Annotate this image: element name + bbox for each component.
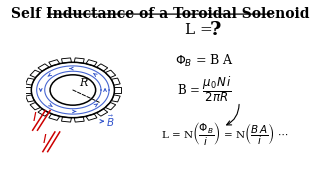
Text: L = N$\left(\dfrac{\Phi_B}{i}\right)$ = N$\left(\dfrac{B\,A}{i}\right)$ $\cdots$: L = N$\left(\dfrac{\Phi_B}{i}\right)$ = … xyxy=(161,120,289,147)
Text: $\Phi_B$ = B A: $\Phi_B$ = B A xyxy=(175,53,234,69)
Text: B = $\dfrac{\mu_0 N\, i}{2\pi R}$: B = $\dfrac{\mu_0 N\, i}{2\pi R}$ xyxy=(177,74,232,104)
Text: ?: ? xyxy=(210,21,221,39)
Text: Self Inductance of a Toroidal Solenoid: Self Inductance of a Toroidal Solenoid xyxy=(11,7,309,21)
Text: $\vec{B}$: $\vec{B}$ xyxy=(106,114,114,129)
Text: L =: L = xyxy=(186,23,218,37)
Text: R: R xyxy=(80,78,88,88)
Text: $I$: $I$ xyxy=(32,111,37,124)
Text: $I$: $I$ xyxy=(42,133,47,146)
